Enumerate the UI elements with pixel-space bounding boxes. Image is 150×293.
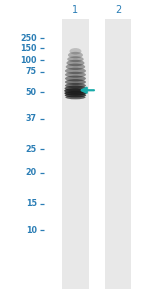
Text: 20: 20 xyxy=(26,168,37,177)
Text: 100: 100 xyxy=(20,56,37,64)
Text: 2: 2 xyxy=(115,5,121,15)
Ellipse shape xyxy=(65,68,86,74)
Text: 37: 37 xyxy=(26,114,37,123)
Text: 1: 1 xyxy=(72,5,78,15)
Text: 75: 75 xyxy=(26,67,37,76)
Ellipse shape xyxy=(65,93,86,97)
Text: 150: 150 xyxy=(20,44,37,53)
Ellipse shape xyxy=(64,86,86,91)
Text: 10: 10 xyxy=(26,226,37,234)
Ellipse shape xyxy=(69,48,81,54)
Ellipse shape xyxy=(65,95,86,99)
Text: 250: 250 xyxy=(20,34,37,42)
Bar xyxy=(105,19,131,289)
Ellipse shape xyxy=(65,76,86,81)
Ellipse shape xyxy=(65,72,86,78)
Ellipse shape xyxy=(68,52,83,58)
Text: 50: 50 xyxy=(26,88,37,97)
Ellipse shape xyxy=(65,83,86,88)
Ellipse shape xyxy=(66,64,85,70)
Ellipse shape xyxy=(66,60,84,66)
Ellipse shape xyxy=(67,56,84,62)
Bar xyxy=(62,19,88,289)
Text: 15: 15 xyxy=(26,199,37,208)
Ellipse shape xyxy=(64,91,87,96)
Text: 25: 25 xyxy=(26,145,37,154)
Ellipse shape xyxy=(64,88,87,93)
Ellipse shape xyxy=(65,79,86,85)
